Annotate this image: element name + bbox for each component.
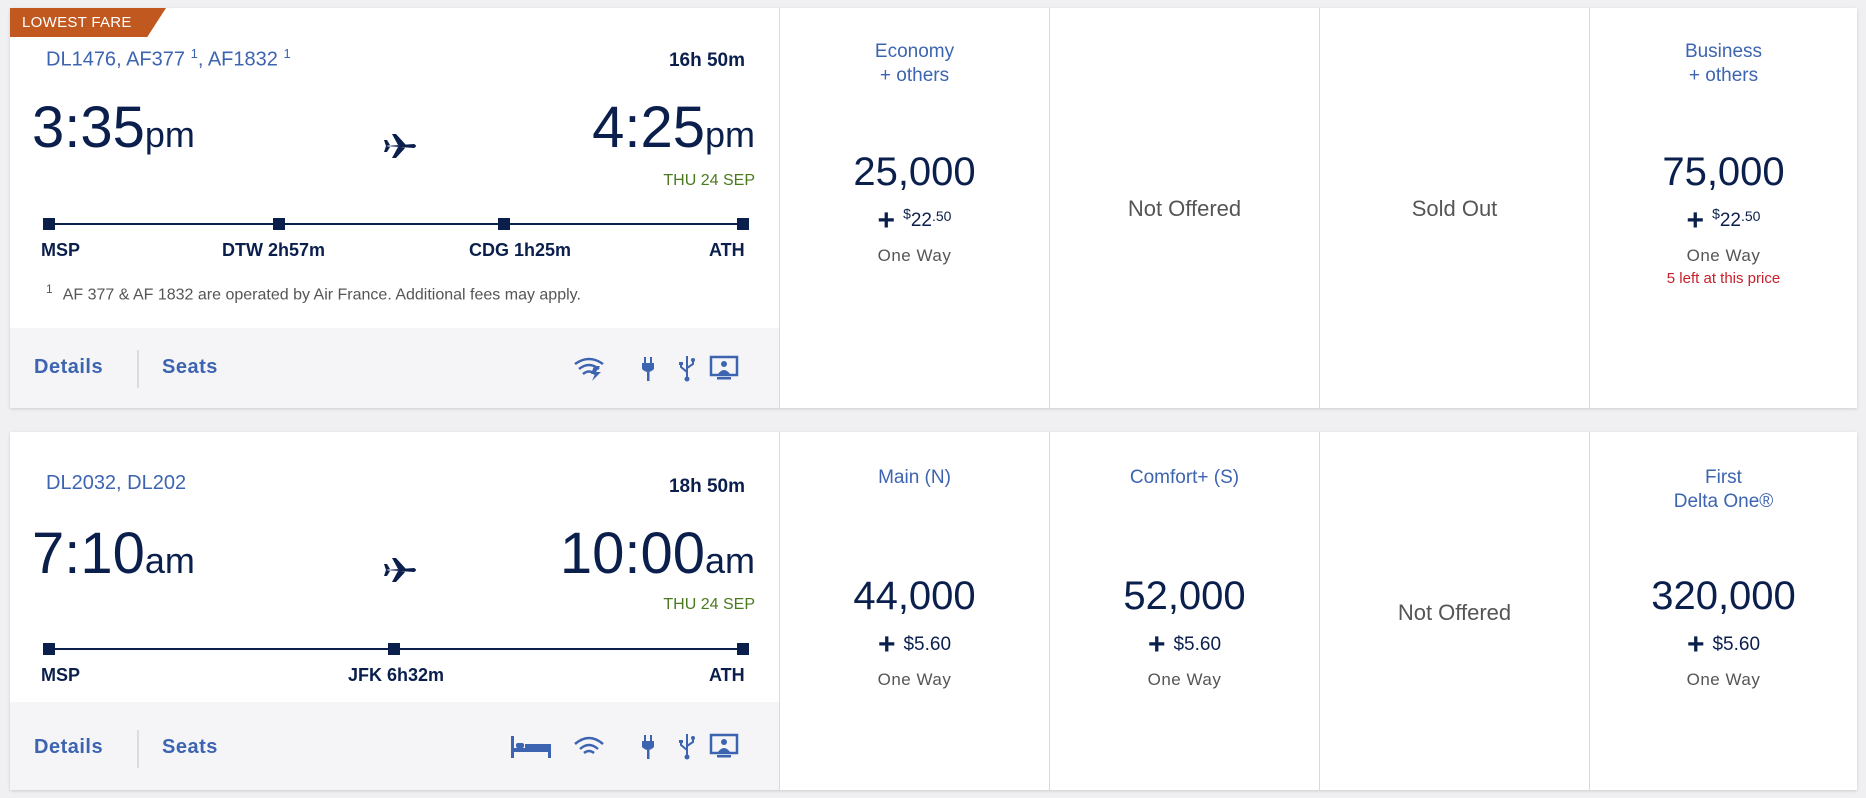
flight-card-2: DL2032, DL202 18h 50m 7:10am 10:00am THU… bbox=[10, 432, 1857, 790]
arrival-date: THU 24 SEP bbox=[663, 596, 755, 613]
trip-type: One Way bbox=[877, 670, 952, 689]
plus-icon: + bbox=[1686, 628, 1705, 661]
divider bbox=[137, 350, 139, 388]
fare-class-title: Main (N) bbox=[878, 467, 951, 488]
flight-card-1: LOWEST FARE DL1476, AF377 1, AF1832 1 16… bbox=[10, 8, 1857, 408]
fare-cell-comfort-plus[interactable]: Comfort+ (S) 52,000 + $5.60 One Way bbox=[1049, 432, 1319, 790]
route-line bbox=[48, 223, 746, 225]
fare-cell-sold-out: Sold Out bbox=[1319, 8, 1589, 408]
usb-icon bbox=[679, 356, 695, 382]
fare-fee: + $5.60 bbox=[1147, 628, 1222, 661]
fare-status: Not Offered bbox=[1397, 600, 1512, 625]
usb-icon bbox=[679, 734, 695, 760]
fare-class-title: First Delta One® bbox=[1673, 467, 1774, 512]
trip-type: One Way bbox=[1686, 246, 1761, 265]
fare-status: Not Offered bbox=[1127, 196, 1242, 221]
trip-duration: 16h 50m bbox=[668, 50, 745, 71]
plus-icon: + bbox=[1686, 204, 1705, 237]
route-stop bbox=[737, 643, 749, 655]
route-stop bbox=[43, 218, 55, 230]
details-link[interactable]: Details bbox=[34, 736, 104, 758]
fare-status: Sold Out bbox=[1411, 196, 1498, 221]
seats-link[interactable]: Seats bbox=[162, 356, 218, 378]
power-outlet-icon bbox=[642, 735, 654, 759]
fare-miles: 320,000 bbox=[1651, 574, 1796, 618]
trip-type: One Way bbox=[1686, 670, 1761, 689]
flight-actions-bar: Details Seats bbox=[10, 328, 779, 408]
fare-fee: + $22.50 bbox=[1686, 204, 1761, 237]
flight-numbers[interactable]: DL2032, DL202 bbox=[46, 472, 187, 494]
flight-actions-bar: Details Seats bbox=[10, 702, 779, 790]
flight-info-1: LOWEST FARE DL1476, AF377 1, AF1832 1 16… bbox=[10, 8, 779, 408]
flight-info-2: DL2032, DL202 18h 50m 7:10am 10:00am THU… bbox=[10, 432, 779, 790]
divider bbox=[137, 730, 139, 768]
seatback-screen-icon bbox=[709, 355, 739, 380]
fare-miles: 75,000 bbox=[1662, 150, 1785, 194]
route-stop bbox=[43, 643, 55, 655]
fare-cell-unavailable: Not Offered bbox=[1319, 432, 1589, 790]
fare-fee: + $5.60 bbox=[1686, 628, 1761, 661]
airport-layover: JFK 6h32m bbox=[348, 665, 445, 685]
flight-number[interactable]: AF377 bbox=[126, 48, 186, 71]
power-outlet-icon bbox=[642, 357, 654, 381]
arrival-time: 4:25pm bbox=[592, 95, 755, 160]
airport-origin: MSP bbox=[41, 240, 81, 260]
plus-icon: + bbox=[877, 628, 896, 661]
fare-miles: 44,000 bbox=[853, 574, 976, 618]
trip-duration: 18h 50m bbox=[668, 476, 745, 497]
route-stop bbox=[273, 218, 285, 230]
footnote-marker: 1 bbox=[283, 46, 291, 61]
route-stop bbox=[388, 643, 400, 655]
airplane-icon bbox=[384, 134, 416, 158]
lowest-fare-badge: LOWEST FARE bbox=[10, 8, 166, 37]
route-stop bbox=[498, 218, 510, 230]
airport-layover: CDG 1h25m bbox=[469, 240, 572, 260]
departure-time: 7:10am bbox=[32, 521, 195, 586]
seats-link[interactable]: Seats bbox=[162, 736, 218, 758]
airport-destination: ATH bbox=[709, 665, 745, 685]
wifi-icon bbox=[574, 736, 604, 755]
fare-cell-business[interactable]: Business + others 75,000 + $22.50 One Way… bbox=[1589, 8, 1857, 408]
footnote-marker: 1 bbox=[190, 46, 198, 61]
flight-number[interactable]: DL1476 bbox=[46, 48, 117, 71]
fare-cell-economy[interactable]: Economy + others 25,000 + $22.50 One Way bbox=[779, 8, 1049, 408]
airport-origin: MSP bbox=[41, 665, 81, 685]
fare-miles: 52,000 bbox=[1123, 574, 1246, 618]
flight-number[interactable]: AF1832 bbox=[207, 48, 278, 71]
wifi-icon bbox=[574, 357, 604, 381]
fare-class-title: Comfort+ (S) bbox=[1129, 467, 1240, 488]
fare-cell-unavailable: Not Offered bbox=[1049, 8, 1319, 408]
fare-cell-main[interactable]: Main (N) 44,000 + $5.60 One Way bbox=[779, 432, 1049, 790]
airplane-icon bbox=[384, 558, 416, 582]
details-link[interactable]: Details bbox=[34, 356, 104, 378]
fare-cell-first-delta-one[interactable]: First Delta One® 320,000 + $5.60 One Way bbox=[1589, 432, 1857, 790]
airport-destination: ATH bbox=[709, 240, 745, 260]
fare-miles: 25,000 bbox=[853, 150, 976, 194]
fare-fee: + $5.60 bbox=[877, 628, 952, 661]
trip-type: One Way bbox=[1147, 670, 1222, 689]
arrival-time: 10:00am bbox=[559, 521, 755, 586]
plus-icon: + bbox=[1147, 628, 1166, 661]
fare-class-title: Economy + others bbox=[874, 41, 955, 86]
seats-left-warning: 5 left at this price bbox=[1666, 270, 1781, 287]
departure-time: 3:35pm bbox=[32, 95, 195, 160]
fare-fee: + $22.50 bbox=[877, 204, 952, 237]
plus-icon: + bbox=[877, 204, 896, 237]
flat-bed-icon bbox=[511, 736, 551, 758]
arrival-date: THU 24 SEP bbox=[663, 172, 755, 189]
airport-layover: DTW 2h57m bbox=[222, 240, 326, 260]
route-stop bbox=[737, 218, 749, 230]
trip-type: One Way bbox=[877, 246, 952, 265]
operator-footnote: 1 AF 377 & AF 1832 are operated by Air Fr… bbox=[46, 282, 581, 304]
seatback-screen-icon bbox=[709, 733, 739, 758]
flight-numbers[interactable]: DL1476, AF377 1, AF1832 1 bbox=[46, 46, 291, 71]
fare-class-title: Business + others bbox=[1684, 41, 1763, 86]
